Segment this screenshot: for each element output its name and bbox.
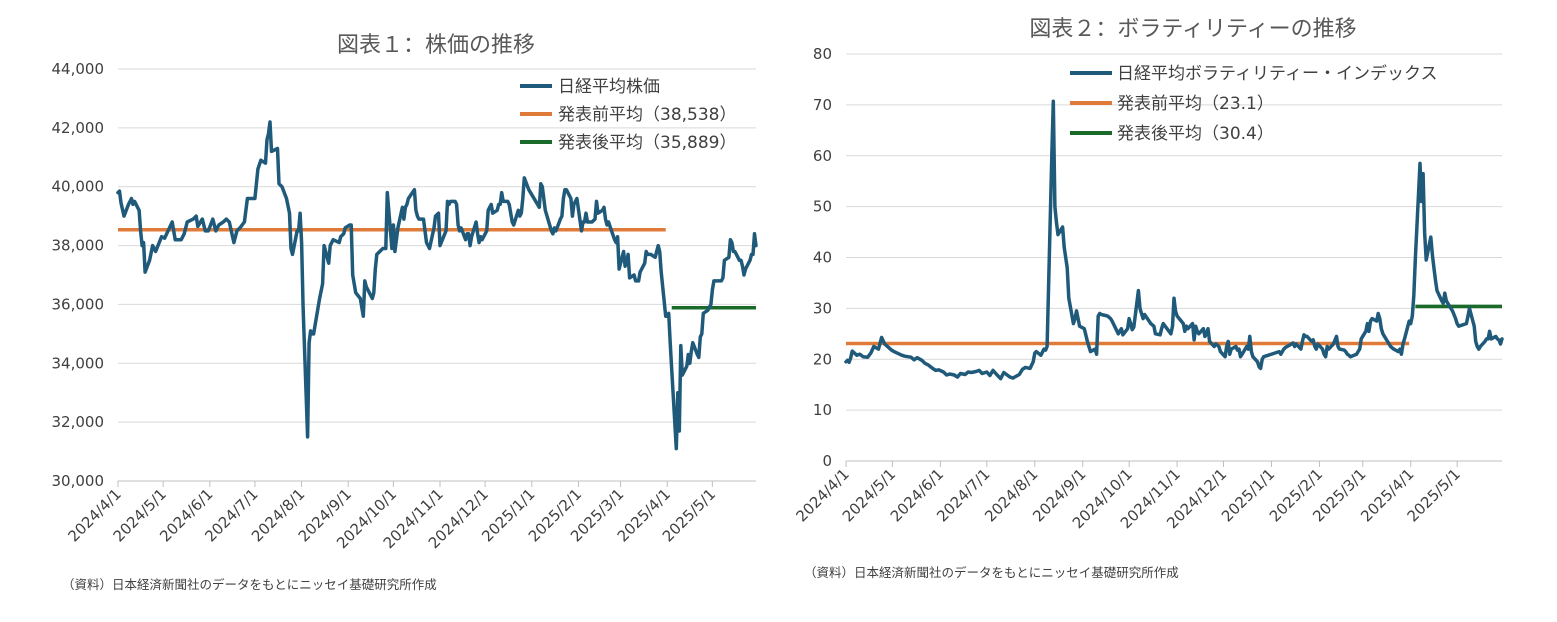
volatility-chart: 図表２：ボラティリティーの推移 010203040506070802024/4/… [792, 17, 1504, 532]
y-tick-label: 40 [813, 249, 832, 267]
chart-title: 図表２：ボラティリティーの推移 [1029, 17, 1356, 42]
grid-lines [846, 53, 1502, 411]
legend-label: 発表前平均（38,538） [558, 105, 736, 125]
y-tick-label: 42,000 [52, 119, 105, 137]
series-lines [116, 120, 758, 451]
legend-label: 日経平均株価 [558, 77, 660, 97]
y-tick-label: 32,000 [52, 413, 105, 431]
y-tick-label: 0 [822, 452, 832, 470]
source-note: （資料）日本経済新聞社のデータをもとにニッセイ基礎研究所作成 [62, 577, 437, 592]
axes: 010203040506070802024/4/12024/5/12024/6/… [792, 45, 1502, 532]
y-tick-label: 38,000 [52, 237, 105, 255]
y-tick-label: 20 [813, 350, 832, 368]
y-tick-label: 34,000 [52, 354, 105, 372]
main-series-line [844, 99, 1504, 381]
y-tick-label: 40,000 [52, 178, 105, 196]
y-tick-label: 70 [813, 96, 832, 114]
grid-lines [118, 68, 756, 423]
y-tick-label: 60 [813, 147, 832, 165]
legend-label: 発表前平均（23.1） [1117, 94, 1274, 114]
y-tick-label: 80 [813, 45, 832, 63]
stock-price-chart-panel: 図表１：株価の推移 30,000 32,000 34,000 36,000 38,000… [52, 33, 758, 592]
y-tick-label: 36,000 [52, 295, 105, 313]
stock-price-chart: 図表１：株価の推移 30,000 32,000 34,000 36,000 38,000… [52, 33, 758, 552]
chart-title: 図表１：株価の推移 [337, 33, 535, 58]
legend-label: 日経平均ボラティリティー・インデックス [1117, 63, 1437, 84]
volatility-chart-panel: 図表２：ボラティリティーの推移 0 10 20 30 40 50 60 70 80 2024/4/… [780, 0, 1557, 622]
y-tick-label: 44,000 [52, 60, 105, 78]
main-series-line [116, 120, 758, 451]
series-lines [844, 99, 1504, 381]
y-tick-label: 10 [813, 401, 832, 419]
legend-label: 発表後平均（35,889） [558, 133, 736, 153]
y-tick-label: 30,000 [52, 472, 105, 490]
source-note: （資料）日本経済新聞社のデータをもとにニッセイ基礎研究所作成 [804, 565, 1179, 580]
y-tick-label: 50 [813, 198, 832, 216]
legend-label: 発表後平均（30.4） [1117, 124, 1274, 144]
y-tick-label: 30 [813, 299, 832, 317]
